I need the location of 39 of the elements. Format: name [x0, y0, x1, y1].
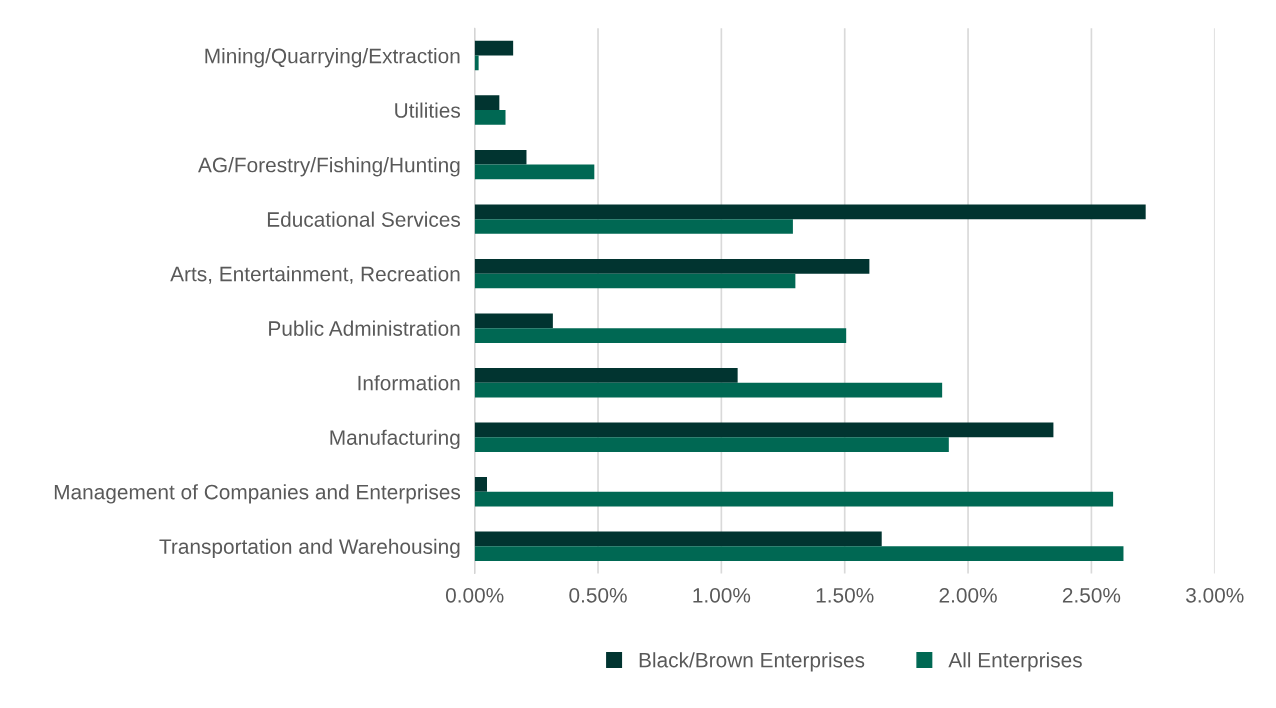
y-tick-label: Arts, Entertainment, Recreation [170, 266, 460, 284]
y-tick-label: Transportation and Warehousing [159, 538, 460, 559]
y-tick-label: Public Administration [269, 320, 460, 336]
x-tick-label: 2.00% [939, 587, 997, 603]
bar [474, 531, 882, 547]
bar [474, 422, 1054, 438]
bar [474, 95, 500, 111]
legend-label: All Enterprises [948, 652, 1082, 672]
y-tick-label: Educational Services [267, 211, 461, 227]
x-tick-label: 2.50% [1062, 587, 1121, 603]
y-tick-label: Manufacturing [330, 429, 460, 450]
bar [474, 476, 488, 492]
y-tick-label: Information [358, 375, 460, 391]
bar [474, 328, 847, 343]
y-tick-label: AG/Forestry/Fishing/Hunting [198, 157, 460, 177]
bar [474, 110, 506, 125]
x-tick-label: 3.00% [1186, 587, 1244, 603]
bar [474, 382, 943, 398]
x-tick-label: 1.50% [816, 587, 874, 603]
y-tick-label: Management of Companies and Enterprises [54, 484, 461, 504]
bar [474, 437, 949, 452]
legend-label: Black/Brown Enterprises [639, 652, 865, 672]
x-tick-label: 0.50% [569, 587, 627, 603]
bar [474, 546, 1124, 561]
bar [474, 149, 527, 165]
bar [474, 367, 738, 383]
bar [474, 219, 793, 234]
y-tick-label: Utilities [395, 102, 461, 118]
bar [474, 55, 479, 71]
x-tick-label: 0.00% [445, 587, 504, 603]
bar [474, 40, 514, 56]
y-tick-label: Mining/Quarrying/Extraction [205, 48, 460, 68]
x-tick-label: 1.00% [693, 587, 751, 603]
bar [474, 273, 796, 289]
bar [474, 164, 595, 180]
bar [474, 258, 870, 274]
bar [474, 204, 1146, 220]
bar [474, 491, 1114, 507]
bar [474, 313, 553, 329]
